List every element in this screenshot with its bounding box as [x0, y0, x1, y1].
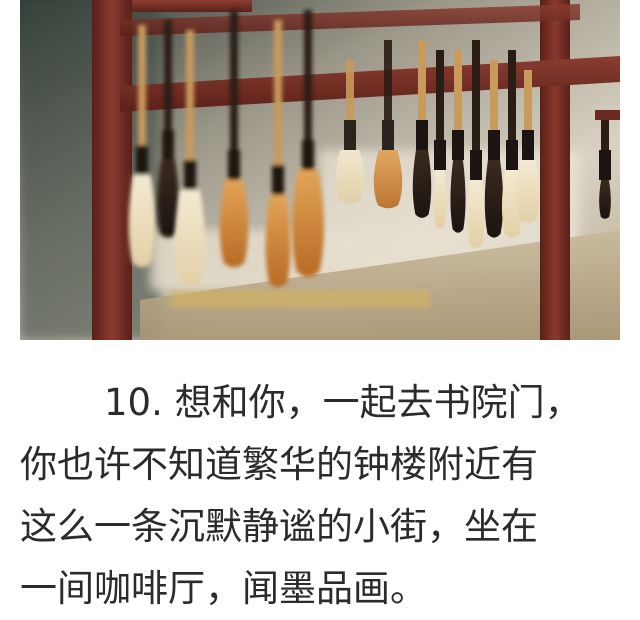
brush-7: [335, 60, 365, 204]
brush-9: [412, 40, 432, 218]
brush-11: [450, 50, 466, 233]
street-ground: [140, 230, 620, 340]
photo-canvas: [20, 0, 620, 340]
hanging-brushes: [128, 10, 611, 288]
brush-5: [265, 20, 291, 288]
brush-10: [433, 50, 447, 229]
article-line-4: 一间咖啡厅，闻墨品画。: [20, 567, 427, 610]
brush-8: [373, 40, 403, 209]
article-line-1: 10. 想和你，一起去书院门，: [104, 381, 582, 424]
brush-12: [467, 40, 485, 248]
article-line-3: 这么一条沉默静谧的小街，坐在: [20, 505, 538, 548]
brush-2: [157, 20, 179, 238]
brush-13: [484, 60, 504, 238]
brush-16: [599, 120, 611, 219]
brush-3: [174, 30, 206, 287]
brush-1: [128, 25, 156, 268]
article-line-2: 你也许不知道繁华的钟楼附近有: [20, 443, 538, 486]
article-body: 10. 想和你，一起去书院门， 你也许不知道繁华的钟楼附近有 这么一条沉默静谧的…: [20, 372, 620, 620]
brush-rack-photo: [20, 0, 620, 340]
brush-15: [516, 70, 540, 224]
brush-4: [219, 10, 249, 268]
brush-6: [292, 10, 324, 277]
